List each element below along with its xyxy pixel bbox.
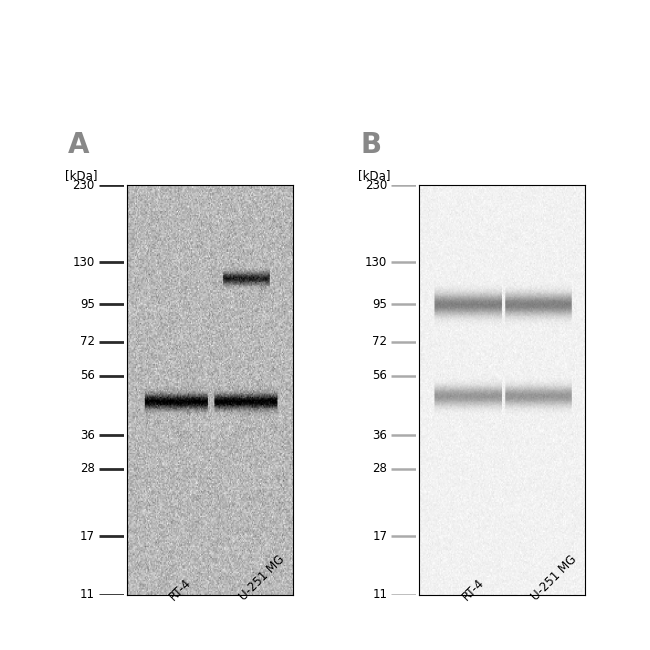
Text: 36: 36: [372, 428, 387, 441]
Text: 17: 17: [80, 530, 95, 543]
Text: 72: 72: [80, 335, 95, 348]
Text: RT-4: RT-4: [167, 576, 194, 603]
Text: [kDa]: [kDa]: [65, 169, 98, 182]
Text: 28: 28: [372, 462, 387, 475]
Text: RT-4: RT-4: [460, 576, 487, 603]
Text: A: A: [68, 131, 90, 159]
Text: 56: 56: [80, 369, 95, 382]
Text: 11: 11: [372, 588, 387, 601]
Text: 230: 230: [73, 179, 95, 192]
Text: 36: 36: [80, 428, 95, 441]
Text: U-251 MG: U-251 MG: [237, 552, 287, 603]
Text: 230: 230: [365, 179, 387, 192]
Text: 11: 11: [80, 588, 95, 601]
Text: 72: 72: [372, 335, 387, 348]
Text: 17: 17: [372, 530, 387, 543]
Text: 56: 56: [372, 369, 387, 382]
Text: 28: 28: [80, 462, 95, 475]
Text: [kDa]: [kDa]: [358, 169, 390, 182]
Text: 95: 95: [80, 298, 95, 311]
Text: U-251 MG: U-251 MG: [529, 552, 580, 603]
Text: 130: 130: [365, 255, 387, 268]
Text: 95: 95: [372, 298, 387, 311]
Text: 130: 130: [73, 255, 95, 268]
Text: B: B: [361, 131, 382, 159]
